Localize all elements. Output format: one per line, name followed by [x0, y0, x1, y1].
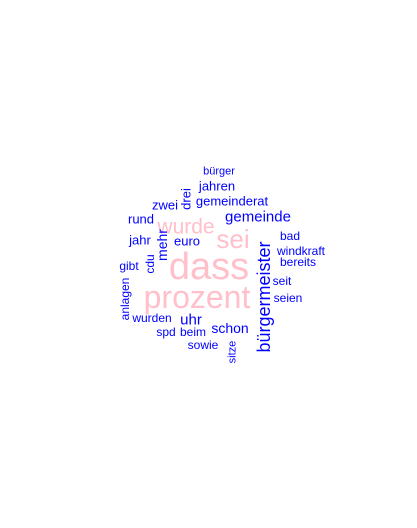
word-wurden: wurden — [132, 311, 172, 325]
word-gemeinde: gemeinde — [225, 208, 291, 226]
word-buergermeister: bürgermeister — [254, 241, 274, 353]
word-anlagen: anlagen — [118, 277, 132, 321]
word-bereits: bereits — [279, 255, 317, 269]
word-gibt: gibt — [119, 259, 139, 273]
word-buerger: bürger — [203, 165, 235, 178]
word-dass: dass — [168, 246, 250, 288]
word-sitze: sitze — [226, 340, 239, 364]
word-wurde: wurde — [157, 215, 215, 239]
word-uhr: uhr — [180, 311, 202, 329]
word-cdu: cdu — [143, 254, 157, 274]
word-sei: sei — [216, 224, 250, 254]
word-seit: seit — [272, 274, 292, 288]
word-jahren: jahren — [198, 178, 236, 194]
word-sowie: sowie — [187, 338, 219, 352]
word-gemeinderat: gemeinderat — [195, 193, 269, 209]
word-beim: beim — [179, 325, 207, 339]
word-schon: schon — [211, 320, 249, 336]
word-bad: bad — [279, 229, 301, 243]
word-drei: drei — [178, 188, 194, 210]
word-rund: rund — [127, 211, 155, 227]
word-windkraft: windkraft — [276, 244, 326, 258]
word-zwei: zwei — [151, 197, 179, 213]
word-prozent: prozent — [143, 279, 251, 315]
word-seien: seien — [273, 291, 303, 305]
word-euro: euro — [173, 233, 201, 249]
word-mehr: mehr — [154, 229, 170, 261]
word-spd: spd — [156, 325, 176, 339]
word-jahr: jahr — [129, 232, 151, 248]
